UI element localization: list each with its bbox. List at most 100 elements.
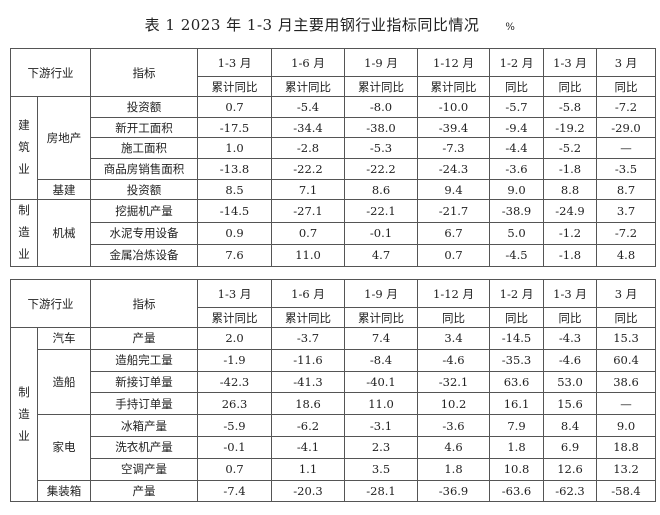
table-row: 制造业 汽车 产量 2.0 -3.7 7.4 3.4 -14.5 -4.3 15.3 — [10, 326, 656, 503]
value-cell: -20.3 — [271, 479, 345, 503]
value-cell: -39.4 — [417, 116, 490, 139]
header-measure: 累计同比 — [271, 307, 345, 328]
sector-cell: 制造业 — [10, 326, 38, 503]
value-cell: 4.6 — [417, 435, 490, 459]
value-cell: 11.0 — [271, 243, 345, 267]
value-cell: -11.6 — [271, 348, 345, 372]
value-cell: -14.5 — [489, 327, 544, 350]
value-cell: -5.7 — [489, 96, 544, 118]
value-cell: 1.1 — [271, 457, 345, 481]
header-period: 1-12 月 — [417, 279, 490, 308]
value-cell: 26.3 — [197, 392, 272, 416]
table-row: 基建 投资额 8.5 7.1 8.6 9.4 9.0 8.8 8.7 — [11, 178, 656, 201]
header-indicator: 指标 — [90, 279, 198, 328]
indicator-label: 新开工面积 — [90, 116, 198, 139]
value-cell: 1.8 — [489, 435, 544, 459]
value-cell: 3.7 — [596, 199, 656, 223]
value-cell: 7.1 — [271, 178, 345, 201]
indicator-label: 洗衣机产量 — [90, 435, 198, 459]
header-period: 1-2 月 — [489, 279, 544, 308]
value-cell: -42.3 — [197, 370, 272, 394]
indicator-label: 新接订单量 — [90, 370, 198, 394]
value-cell: 12.6 — [543, 457, 597, 481]
value-cell: -17.5 — [197, 116, 272, 139]
subsector-label: 造船 — [37, 348, 91, 416]
header-period: 1-6 月 — [271, 48, 345, 77]
value-cell: -1.9 — [197, 348, 272, 372]
value-cell: -6.2 — [271, 414, 345, 437]
value-cell: -4.3 — [543, 327, 597, 350]
value-cell: 0.9 — [197, 221, 272, 245]
table-row: 制造业 机械 挖掘机产量 -14.5 -27.1 -22.1 -21.7 -38.9 -24.9… — [10, 199, 656, 267]
value-cell: 3.5 — [344, 457, 418, 481]
subsector-label: 基建 — [37, 178, 91, 201]
value-cell: 8.6 — [344, 178, 418, 201]
header-period: 1-9 月 — [344, 279, 418, 308]
header-measure: 同比 — [489, 307, 544, 328]
value-cell: -4.4 — [489, 137, 544, 160]
value-cell: 18.6 — [271, 392, 345, 416]
table-title: 表 1 2023 年 1-3 月主要用钢行业指标同比情况% — [0, 14, 660, 35]
value-cell: -40.1 — [344, 370, 418, 394]
value-cell: — — [596, 392, 656, 416]
header-measure: 累计同比 — [271, 76, 345, 97]
value-cell: 60.4 — [596, 348, 656, 372]
value-cell: 1.8 — [417, 457, 490, 481]
value-cell: -3.6 — [417, 414, 490, 437]
header-measure: 累计同比 — [344, 76, 418, 97]
value-cell: 15.6 — [543, 392, 597, 416]
table-row: 金属冶炼设备 7.6 11.0 4.7 0.7 -4.5 -1.8 4.8 — [11, 243, 656, 267]
value-cell: -38.0 — [344, 116, 418, 139]
header-period: 1-2 月 — [489, 48, 544, 77]
header-period: 3 月 — [596, 279, 656, 308]
value-cell: 5.0 — [489, 221, 544, 245]
indicator-label: 产量 — [90, 479, 198, 503]
value-cell: 8.4 — [543, 414, 597, 437]
header-measure: 同比 — [417, 307, 490, 328]
value-cell: 13.2 — [596, 457, 656, 481]
value-cell: -32.1 — [417, 370, 490, 394]
indicator-label: 空调产量 — [90, 457, 198, 481]
indicator-label: 造船完工量 — [90, 348, 198, 372]
value-cell: -2.8 — [271, 137, 345, 160]
header-measure: 同比 — [489, 76, 544, 97]
header-measure: 累计同比 — [197, 307, 272, 328]
header-period: 1-12 月 — [417, 48, 490, 77]
indicator-label: 投资额 — [90, 178, 198, 201]
subsector-label: 家电 — [37, 414, 91, 481]
table-row: 施工面积 1.0 -2.8 -5.3 -7.3 -4.4 -5.2— — [11, 137, 656, 160]
value-cell: -35.3 — [489, 348, 544, 372]
value-cell: -7.2 — [596, 96, 656, 118]
value-cell: 1.0 — [197, 137, 272, 160]
header-period: 1-3 月 — [197, 279, 272, 308]
value-cell: 0.7 — [197, 96, 272, 118]
value-cell: 4.7 — [344, 243, 418, 267]
value-cell: -5.9 — [197, 414, 272, 437]
subsector-label: 房地产 — [37, 96, 91, 180]
header-period: 1-9 月 — [344, 48, 418, 77]
sector-label: 制造业 — [18, 384, 30, 443]
value-cell: -5.3 — [344, 137, 418, 160]
value-cell: -4.6 — [417, 348, 490, 372]
value-cell: -8.0 — [344, 96, 418, 118]
value-cell: -27.1 — [271, 199, 345, 223]
value-cell: -9.4 — [489, 116, 544, 139]
value-cell: -5.2 — [543, 137, 597, 160]
header-period: 3 月 — [596, 48, 656, 77]
table-row: 集装箱 产量 -7.4 -20.3 -28.1 -36.9 -63.6 -62.3 -58.4 — [11, 479, 656, 503]
value-cell: 2.0 — [197, 327, 272, 350]
value-cell: -7.4 — [197, 479, 272, 503]
value-cell: 7.4 — [344, 327, 418, 350]
value-cell: -24.3 — [417, 158, 490, 180]
value-cell: 11.0 — [344, 392, 418, 416]
value-cell: -4.5 — [489, 243, 544, 267]
value-cell: 6.9 — [543, 435, 597, 459]
header-measure: 同比 — [543, 76, 597, 97]
header-period: 1-3 月 — [197, 48, 272, 77]
value-cell: -14.5 — [197, 199, 272, 223]
value-cell: -22.2 — [344, 158, 418, 180]
value-cell: -63.6 — [489, 479, 544, 503]
header-measure: 累计同比 — [344, 307, 418, 328]
